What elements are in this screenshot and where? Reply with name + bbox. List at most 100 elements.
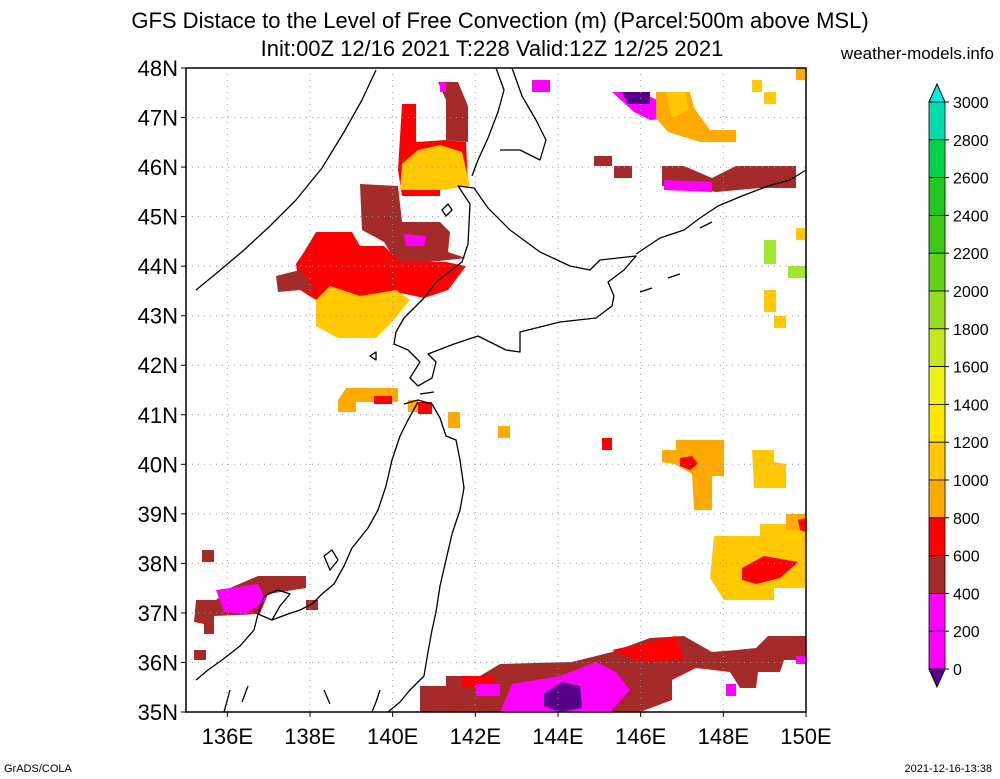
shade-orange-region xyxy=(796,68,806,80)
lat-label: 38N xyxy=(138,551,178,576)
shade-gold-region xyxy=(666,92,688,118)
colorbar-swatch xyxy=(928,593,946,632)
colorbar-label: 200 xyxy=(953,624,980,641)
shade-gold-region xyxy=(764,290,776,312)
lat-label: 45N xyxy=(138,205,178,230)
colorbar-label: 1000 xyxy=(953,473,989,490)
colorbar-label: 400 xyxy=(953,586,980,603)
shade-orange-region xyxy=(408,400,418,412)
shade-magenta-region xyxy=(404,234,426,246)
shade-purple-region xyxy=(544,682,582,712)
lat-label: 47N xyxy=(138,106,178,131)
lon-label: 142E xyxy=(450,724,501,749)
colorbar-swatch xyxy=(928,366,946,405)
shade-magenta-region xyxy=(440,82,446,92)
footer-left-credit: GrADS/COLA xyxy=(4,763,72,775)
shade-gold-region xyxy=(400,145,470,190)
shade-red-region xyxy=(612,636,684,662)
lat-label: 48N xyxy=(138,56,178,81)
longitude-labels: 136E 138E 140E 142E 144E 146E 148E 150E xyxy=(202,712,832,749)
shade-darkred-region xyxy=(360,184,466,262)
lat-label: 39N xyxy=(138,502,178,527)
lon-label: 144E xyxy=(532,724,583,749)
shade-gold-region xyxy=(752,80,762,92)
footer-timestamp: 2021-12-16-13:38 xyxy=(904,763,992,775)
colorbar-swatch xyxy=(928,517,946,556)
colorbar-swatch xyxy=(928,290,946,330)
shade-orange-region xyxy=(448,412,460,428)
shade-darkred-region xyxy=(438,82,468,142)
title-line-2: Init:00Z 12/16 2021 T:228 Valid:12Z 12/2… xyxy=(260,36,724,61)
colorbar: 3000 2800 2600 2400 2200 2000 1800 1600 1400 1200… xyxy=(928,82,989,689)
shade-red-region xyxy=(374,396,392,404)
site-credit: weather-models.info xyxy=(840,44,994,63)
shade-darkred-region xyxy=(594,156,612,166)
shade-lime-region xyxy=(788,266,806,278)
map-frame xyxy=(185,67,807,713)
colorbar-swatch xyxy=(928,441,946,481)
colorbar-swatch xyxy=(928,403,946,443)
colorbar-swatch xyxy=(928,555,946,594)
colorbar-label: 1400 xyxy=(953,397,989,414)
shade-darkred-region xyxy=(202,550,214,562)
colorbar-label: 2200 xyxy=(953,246,989,263)
shade-red-region xyxy=(296,232,466,300)
shade-lime-region xyxy=(764,240,776,264)
shade-orange-region xyxy=(338,388,398,412)
lat-label: 40N xyxy=(138,452,178,477)
lon-label: 146E xyxy=(615,724,666,749)
colorbar-swatch xyxy=(928,139,946,179)
shade-magenta-region xyxy=(216,584,266,614)
latitude-labels: 48N 47N 46N 45N 44N 43N 42N 41N 40N 39N 38N 37N 36N 3… xyxy=(138,56,186,725)
colorbar-label: 1800 xyxy=(953,322,989,339)
lat-label: 46N xyxy=(138,155,178,180)
shade-magenta-region xyxy=(664,180,712,192)
lat-label: 37N xyxy=(138,601,178,626)
map-gridlines xyxy=(186,68,806,712)
shade-magenta-region xyxy=(532,80,550,92)
lon-label: 136E xyxy=(202,724,253,749)
shade-darkred-region xyxy=(276,270,316,292)
shade-magenta-region xyxy=(476,684,500,696)
shade-darkred-region xyxy=(614,166,632,178)
shade-gold-region xyxy=(774,316,786,328)
coastline xyxy=(195,67,807,713)
lat-label: 43N xyxy=(138,304,178,329)
colorbar-label: 2000 xyxy=(953,284,989,301)
colorbar-label: 1600 xyxy=(953,360,989,377)
colorbar-label: 2800 xyxy=(953,133,989,150)
colorbar-swatch xyxy=(928,101,946,141)
lat-label: 44N xyxy=(138,254,178,279)
shade-darkred-region xyxy=(194,650,206,660)
lon-label: 150E xyxy=(780,724,831,749)
shade-red-region xyxy=(798,518,806,532)
title-line-1: GFS Distace to the Level of Free Convect… xyxy=(131,8,869,33)
lat-label: 35N xyxy=(138,700,178,725)
colorbar-label: 2600 xyxy=(953,171,989,188)
colorbar-label: 1200 xyxy=(953,435,989,452)
shade-gold-region xyxy=(764,92,776,104)
colorbar-swatch xyxy=(928,479,946,519)
lat-label: 36N xyxy=(138,650,178,675)
lon-label: 148E xyxy=(698,724,749,749)
colorbar-swatch xyxy=(928,177,946,216)
colorbar-label: 800 xyxy=(953,511,980,528)
colorbar-label: 2400 xyxy=(953,208,989,225)
colorbar-bottom-arrow xyxy=(928,668,946,689)
colorbar-swatch xyxy=(928,328,946,367)
shade-magenta-region xyxy=(726,684,736,696)
colorbar-top-arrow xyxy=(928,82,946,103)
shade-darkred-region xyxy=(306,600,318,610)
shade-gold-region xyxy=(796,228,806,240)
colorbar-swatch xyxy=(928,630,946,670)
shade-red-region xyxy=(680,456,698,470)
lon-label: 138E xyxy=(284,724,335,749)
shade-purple-region xyxy=(622,92,650,104)
lon-label: 140E xyxy=(367,724,418,749)
shade-red-region xyxy=(418,402,432,414)
colorbar-label: 600 xyxy=(953,549,980,566)
colorbar-label: 3000 xyxy=(953,95,989,112)
colorbar-swatch xyxy=(928,214,946,254)
colorbar-swatch xyxy=(928,252,946,292)
shade-gold-region xyxy=(752,450,786,488)
